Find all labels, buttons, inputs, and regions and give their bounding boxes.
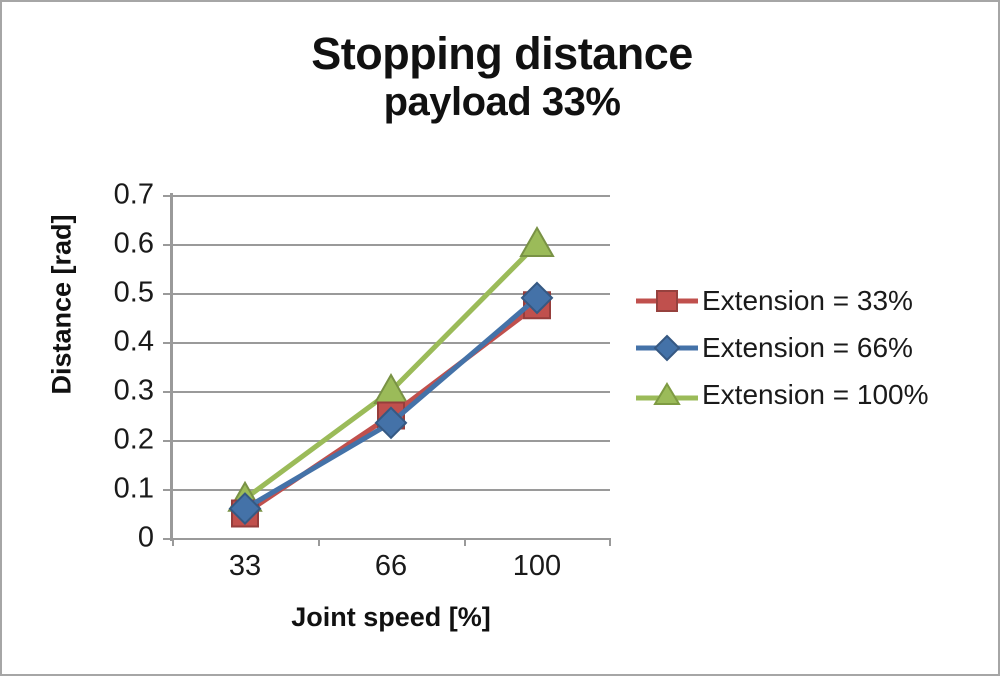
gridline [172,440,610,442]
legend-swatch-square-icon [636,286,698,316]
legend-item-extension-33[interactable]: Extension = 33% [636,277,986,324]
x-tick-mark [464,538,466,546]
y-tick-label: 0.7 [113,178,154,211]
y-axis-title: Distance [rad] [46,214,77,395]
y-tick-mark [163,489,171,491]
y-tick-label: 0.1 [113,472,154,505]
y-tick-mark [163,391,171,393]
gridline [172,293,610,295]
y-tick-mark [163,244,171,246]
y-axis-tick-labels: 0.7 0.6 0.5 0.4 0.3 0.2 0.1 0 [92,2,154,674]
gridline [172,195,610,197]
x-tick-label: 66 [374,550,408,582]
y-tick-label: 0.6 [113,227,154,260]
y-tick-label: 0.4 [113,325,154,358]
x-tick-label: 100 [512,550,562,582]
y-tick-mark [163,293,171,295]
x-tick-mark [609,538,611,546]
legend-item-extension-66[interactable]: Extension = 66% [636,324,986,371]
chart-title: Stopping distance payload 33% [2,28,998,124]
legend-label: Extension = 33% [702,284,913,316]
legend-swatch-diamond-icon [636,333,698,363]
y-tick-label: 0.2 [113,423,154,456]
y-tick-label: 0.3 [113,374,154,407]
gridline [172,538,610,540]
legend-item-extension-100[interactable]: Extension = 100% [636,371,986,418]
y-tick-mark [163,342,171,344]
plot-area [172,195,610,540]
chart-title-subtitle: payload 33% [383,79,621,124]
gridline [172,489,610,491]
y-axis-line [170,193,173,541]
y-tick-mark [163,195,171,197]
gridline [172,391,610,393]
legend-swatch-triangle-icon [636,380,698,410]
x-tick-mark [172,538,174,546]
y-tick-label: 0 [137,521,154,554]
gridline [172,342,610,344]
x-axis-title: Joint speed [%] [291,602,491,632]
legend-label: Extension = 66% [702,331,913,363]
y-tick-mark [163,538,171,540]
y-tick-mark [163,440,171,442]
chart-legend: Extension = 33% Extension = 66% Extensio… [636,277,986,418]
gridline [172,244,610,246]
chart-title-main: Stopping distance [311,28,693,79]
x-tick-mark [318,538,320,546]
legend-label: Extension = 100% [702,378,929,410]
x-tick-label: 33 [228,550,262,582]
y-tick-label: 0.5 [113,276,154,309]
